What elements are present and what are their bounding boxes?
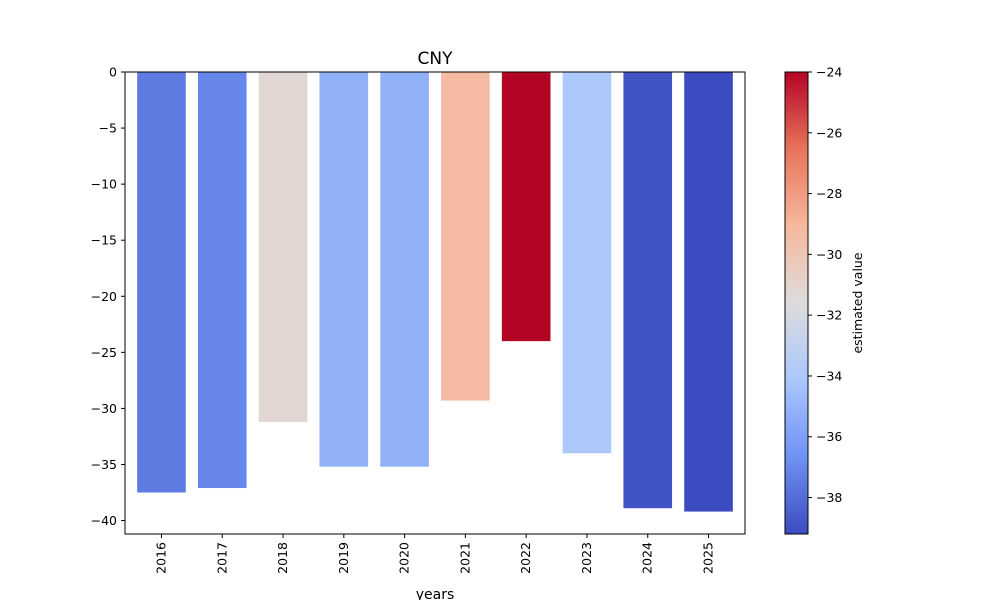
bar-2019: [319, 72, 369, 467]
colorbar-tick-label: −28: [816, 186, 842, 201]
colorbar: [784, 71, 809, 535]
x-tick-label: 2016: [153, 542, 168, 574]
bar-2022: [501, 72, 551, 342]
colorbar-tick-label: −38: [816, 490, 842, 505]
chart-title: CNY: [418, 49, 454, 69]
bar-2023: [562, 72, 612, 454]
y-tick-label: −30: [91, 401, 117, 416]
colorbar-label: estimated value: [850, 252, 865, 353]
x-tick-label: 2024: [640, 542, 655, 574]
bar-2016: [137, 72, 186, 493]
y-tick-label: −15: [91, 233, 117, 248]
x-tick-label: 2020: [397, 542, 412, 574]
colorbar-tick-label: −30: [816, 247, 842, 262]
bar-2024: [623, 72, 673, 509]
colorbar-ticks: −24 −26 −28 −30 −32 −34 −36 −38: [808, 65, 842, 505]
x-tick-label: 2022: [518, 542, 533, 574]
y-tick-label: 0: [109, 65, 117, 80]
bar-2020: [380, 72, 429, 467]
y-axis: 0 −5 −10 −15 −20 −25 −30 −35 −40: [91, 65, 125, 528]
colorbar-tick-label: −32: [816, 308, 842, 323]
colorbar-tick-label: −34: [816, 368, 842, 383]
bar-2021: [441, 72, 490, 401]
x-tick-label: 2025: [701, 542, 716, 574]
y-tick-label: −10: [91, 177, 117, 192]
bar-2018: [258, 72, 308, 422]
y-tick-label: −40: [91, 513, 117, 528]
x-tick-label: 2018: [275, 542, 290, 574]
x-tick-label: 2017: [214, 542, 229, 574]
plot-frame: [124, 71, 746, 535]
bar-2017: [197, 72, 247, 489]
x-tick-label: 2019: [336, 542, 351, 574]
bar-2025: [684, 72, 733, 512]
x-axis-label: years: [416, 587, 455, 600]
x-tick-label: 2021: [457, 542, 472, 574]
colorbar-tick-label: −24: [816, 65, 842, 80]
y-tick-label: −25: [91, 345, 117, 360]
y-tick-label: −35: [91, 457, 117, 472]
x-tick-label: 2023: [579, 542, 594, 574]
colorbar-tick-label: −36: [816, 429, 842, 444]
x-axis: 2016 2017 2018 2019 2020 2021 2022 2023 2024 2025: [153, 534, 716, 574]
bars-group: [137, 72, 733, 512]
y-tick-label: −20: [91, 289, 117, 304]
y-tick-label: −5: [99, 121, 117, 136]
colorbar-tick-label: −26: [816, 125, 842, 140]
